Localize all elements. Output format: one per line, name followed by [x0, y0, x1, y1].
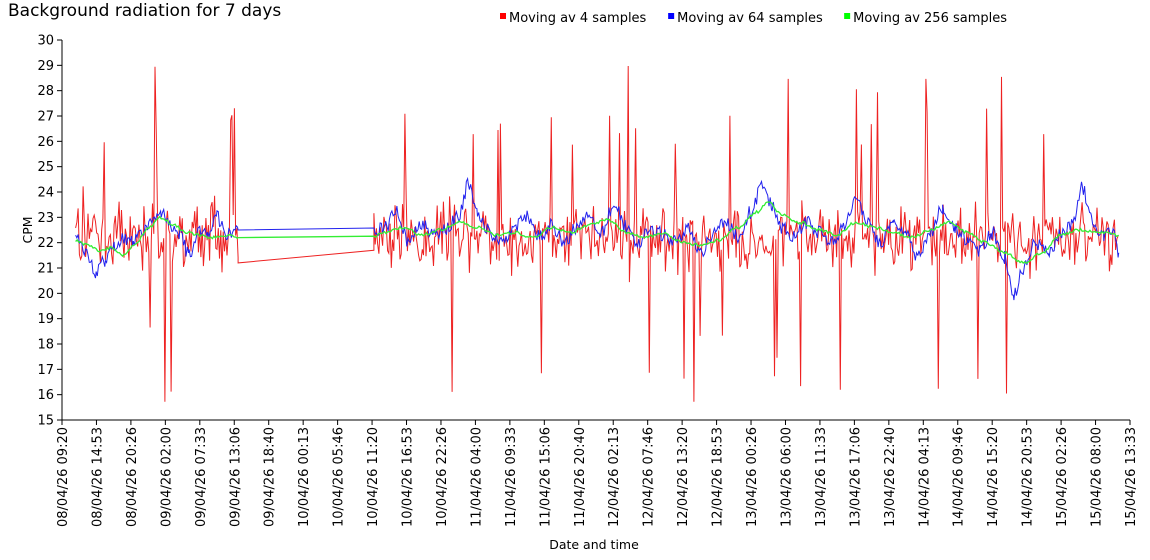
x-tick-label: 13/04/26 06:00 — [779, 427, 794, 527]
x-tick-label: 12/04/26 18:53 — [711, 427, 726, 527]
x-tick-label: 12/04/26 07:46 — [642, 427, 657, 527]
x-tick-label: 10/04/26 16:53 — [401, 427, 416, 527]
series-line-moving-av-4 — [75, 65, 1119, 402]
x-tick-label: 11/04/26 20:40 — [573, 427, 588, 527]
x-tick-label: 14/04/26 15:20 — [986, 427, 1001, 527]
y-tick-label: 17 — [37, 363, 54, 378]
x-tick-label: 10/04/26 00:13 — [297, 427, 312, 527]
x-tick-label: 12/04/26 13:20 — [676, 427, 691, 527]
x-tick-label: 08/04/26 20:26 — [125, 427, 140, 527]
x-tick-label: 14/04/26 04:13 — [917, 427, 932, 527]
y-tick-label: 21 — [37, 262, 54, 277]
x-tick-label: 09/04/26 02:00 — [159, 427, 174, 527]
x-tick-label: 11/04/26 04:00 — [469, 427, 484, 527]
x-tick-label: 09/04/26 07:33 — [194, 427, 209, 527]
series-line-moving-av-256 — [75, 201, 1120, 265]
y-tick-label: 27 — [37, 110, 54, 125]
y-axis-label: CPM — [20, 216, 35, 243]
legend-entry: Moving av 4 samples — [509, 11, 647, 26]
y-tick-label: 18 — [37, 338, 54, 353]
axes — [61, 40, 1130, 421]
x-tick-label: 14/04/26 20:53 — [1021, 427, 1036, 527]
x-tick-label: 13/04/26 00:26 — [745, 427, 760, 527]
x-tick-label: 08/04/26 09:20 — [56, 427, 71, 527]
x-tick-label: 15/04/26 08:00 — [1090, 427, 1105, 527]
y-tick-label: 19 — [37, 312, 54, 327]
legend-swatch — [844, 13, 851, 19]
x-tick-label: 13/04/26 22:40 — [883, 427, 898, 527]
x-tick-label: 11/04/26 09:33 — [504, 427, 519, 527]
y-ticks: 15 16 17 18 19 20 21 22 23 24 25 26 27 28 29 30 — [37, 34, 62, 429]
y-tick-label: 26 — [37, 135, 54, 150]
x-tick-label: 08/04/26 14:53 — [90, 427, 105, 527]
series-layer — [75, 65, 1120, 402]
legend-entry: Moving av 256 samples — [853, 11, 1007, 26]
x-tick-label: 10/04/26 05:46 — [332, 427, 347, 527]
legend-swatch — [500, 13, 506, 19]
x-axis-label: Date and time — [549, 537, 639, 552]
x-tick-label: 15/04/26 13:33 — [1124, 427, 1139, 527]
legend-swatch — [668, 13, 675, 19]
y-tick-label: 15 — [37, 414, 54, 429]
y-tick-label: 20 — [37, 287, 54, 302]
x-tick-label: 15/04/26 02:26 — [1055, 427, 1070, 527]
chart-title: Background radiation for 7 days — [8, 1, 281, 21]
series-line-moving-av-64 — [75, 176, 1120, 301]
x-tick-label: 10/04/26 11:20 — [366, 427, 381, 527]
legend: Moving av 4 samples Moving av 64 samples M… — [500, 11, 1007, 26]
legend-entry: Moving av 64 samples — [677, 11, 823, 26]
y-tick-label: 23 — [37, 211, 54, 226]
x-tick-label: 10/04/26 22:26 — [435, 427, 450, 527]
y-tick-label: 30 — [37, 34, 54, 49]
x-tick-label: 12/04/26 02:13 — [607, 427, 622, 527]
y-tick-label: 16 — [37, 388, 54, 403]
y-tick-label: 29 — [37, 59, 54, 74]
x-tick-label: 09/04/26 18:40 — [263, 427, 278, 527]
x-tick-label: 13/04/26 11:33 — [814, 427, 829, 527]
y-tick-label: 22 — [37, 236, 54, 251]
x-tick-label: 14/04/26 09:46 — [952, 427, 967, 527]
y-tick-label: 28 — [37, 84, 54, 99]
x-tick-label: 09/04/26 13:06 — [228, 427, 243, 527]
y-tick-label: 24 — [37, 186, 54, 201]
y-tick-label: 25 — [37, 160, 54, 175]
x-tick-label: 13/04/26 17:06 — [848, 427, 863, 527]
x-tick-label: 11/04/26 15:06 — [538, 427, 553, 527]
x-ticks: 08/04/26 09:20 08/04/26 14:53 08/04/26 20:… — [56, 420, 1139, 527]
